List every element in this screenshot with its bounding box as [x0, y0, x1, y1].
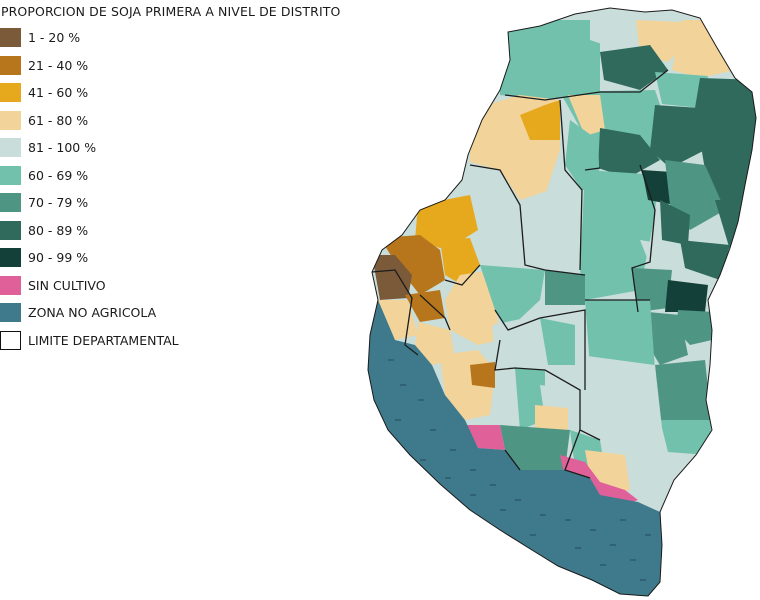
legend-label: ZONA NO AGRICOLA [28, 305, 157, 321]
zona-no-agricola-dashes [388, 359, 651, 581]
legend-label: 60 - 69 % [28, 167, 89, 183]
legend-label: 41 - 60 % [28, 85, 89, 101]
legend-swatch [0, 55, 21, 75]
legend-label: 80 - 89 % [28, 222, 89, 238]
legend-item-zona-no-agricola: ZONA NO AGRICOLA [0, 299, 340, 327]
legend-label: 90 - 99 % [28, 250, 89, 266]
legend-item-90-99: 90 - 99 % [0, 244, 340, 272]
legend-swatch [0, 248, 21, 268]
legend-item-81-100: 81 - 100 % [0, 134, 340, 162]
legend-swatch [0, 28, 21, 48]
legend-swatch [0, 220, 21, 240]
legend-item-70-79: 70 - 79 % [0, 189, 340, 217]
legend-label: 81 - 100 % [28, 140, 97, 156]
legend-title: PROPORCION DE SOJA PRIMERA A NIVEL DE DI… [1, 4, 341, 19]
legend-item-limite-departamental: LIMITE DEPARTAMENTAL [0, 327, 340, 355]
legend-item-21-40: 21 - 40 % [0, 52, 340, 80]
legend-swatch [0, 275, 21, 295]
province-outline [367, 7, 757, 597]
legend-label: 70 - 79 % [28, 195, 89, 211]
legend-swatch [0, 83, 21, 103]
legend-swatch [0, 110, 21, 130]
legend-item-41-60: 41 - 60 % [0, 79, 340, 107]
legend-label: 61 - 80 % [28, 112, 89, 128]
legend-item-60-69: 60 - 69 % [0, 162, 340, 190]
legend-item-1-20: 1 - 20 % [0, 24, 340, 52]
legend-swatch [0, 303, 21, 323]
legend-label: SIN CULTIVO [28, 277, 106, 293]
legend-item-61-80: 61 - 80 % [0, 107, 340, 135]
legend-item-80-89: 80 - 89 % [0, 217, 340, 245]
legend-label: LIMITE DEPARTAMENTAL [28, 332, 179, 348]
legend-swatch [0, 330, 21, 350]
department-boundaries [371, 69, 669, 479]
legend-label: 21 - 40 % [28, 57, 89, 73]
legend-swatch [0, 165, 21, 185]
legend-item-sin-cultivo: SIN CULTIVO [0, 272, 340, 300]
legend-label: 1 - 20 % [28, 30, 81, 46]
map-legend: PROPORCION DE SOJA PRIMERA A NIVEL DE DI… [0, 4, 340, 354]
legend-swatch [0, 193, 21, 213]
legend-swatch [0, 138, 21, 158]
